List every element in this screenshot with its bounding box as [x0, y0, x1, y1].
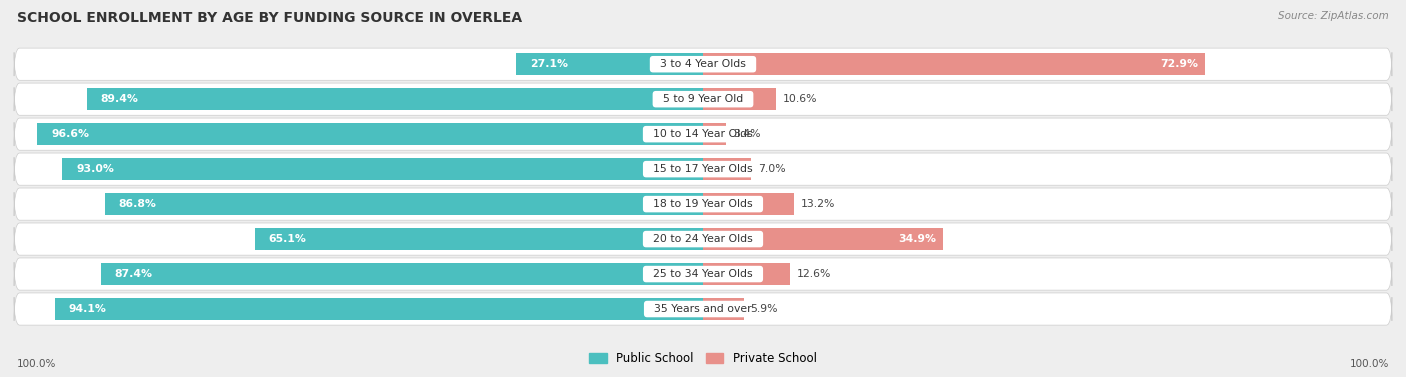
Text: 94.1%: 94.1% — [69, 304, 107, 314]
Text: SCHOOL ENROLLMENT BY AGE BY FUNDING SOURCE IN OVERLEA: SCHOOL ENROLLMENT BY AGE BY FUNDING SOUR… — [17, 11, 522, 25]
Bar — [703, 158, 751, 180]
Text: 100.0%: 100.0% — [1350, 359, 1389, 369]
Text: 96.6%: 96.6% — [51, 129, 89, 139]
Bar — [703, 228, 943, 250]
Text: 72.9%: 72.9% — [1160, 59, 1198, 69]
FancyBboxPatch shape — [14, 153, 1392, 185]
Text: 10.6%: 10.6% — [783, 94, 817, 104]
Bar — [105, 193, 703, 215]
Text: 10 to 14 Year Olds: 10 to 14 Year Olds — [647, 129, 759, 139]
Text: 3 to 4 Year Olds: 3 to 4 Year Olds — [652, 59, 754, 69]
Bar — [254, 228, 703, 250]
Text: 7.0%: 7.0% — [758, 164, 786, 174]
Text: 3.4%: 3.4% — [734, 129, 761, 139]
Bar — [703, 263, 790, 285]
Text: 18 to 19 Year Olds: 18 to 19 Year Olds — [647, 199, 759, 209]
Text: 35 Years and over: 35 Years and over — [647, 304, 759, 314]
Text: 12.6%: 12.6% — [797, 269, 831, 279]
Text: 20 to 24 Year Olds: 20 to 24 Year Olds — [647, 234, 759, 244]
Bar — [55, 298, 703, 320]
Bar — [38, 123, 703, 145]
Text: 65.1%: 65.1% — [269, 234, 307, 244]
Legend: Public School, Private School: Public School, Private School — [585, 347, 821, 369]
Bar — [703, 88, 776, 110]
Text: 25 to 34 Year Olds: 25 to 34 Year Olds — [647, 269, 759, 279]
Text: 93.0%: 93.0% — [76, 164, 114, 174]
Text: 5 to 9 Year Old: 5 to 9 Year Old — [655, 94, 751, 104]
Bar — [62, 158, 703, 180]
FancyBboxPatch shape — [14, 48, 1392, 80]
Text: 89.4%: 89.4% — [101, 94, 139, 104]
FancyBboxPatch shape — [14, 223, 1392, 255]
Text: 15 to 17 Year Olds: 15 to 17 Year Olds — [647, 164, 759, 174]
FancyBboxPatch shape — [14, 188, 1392, 220]
Text: 34.9%: 34.9% — [898, 234, 936, 244]
Bar — [703, 54, 1205, 75]
Bar — [101, 263, 703, 285]
Text: 5.9%: 5.9% — [751, 304, 778, 314]
FancyBboxPatch shape — [14, 118, 1392, 150]
FancyBboxPatch shape — [14, 83, 1392, 115]
Bar — [87, 88, 703, 110]
FancyBboxPatch shape — [14, 293, 1392, 325]
Bar — [703, 298, 744, 320]
Bar — [703, 123, 727, 145]
FancyBboxPatch shape — [14, 258, 1392, 290]
Text: 27.1%: 27.1% — [530, 59, 568, 69]
Text: 87.4%: 87.4% — [115, 269, 153, 279]
Bar — [516, 54, 703, 75]
Text: 86.8%: 86.8% — [118, 199, 156, 209]
Text: 100.0%: 100.0% — [17, 359, 56, 369]
Bar — [703, 193, 794, 215]
Text: Source: ZipAtlas.com: Source: ZipAtlas.com — [1278, 11, 1389, 21]
Text: 13.2%: 13.2% — [801, 199, 835, 209]
